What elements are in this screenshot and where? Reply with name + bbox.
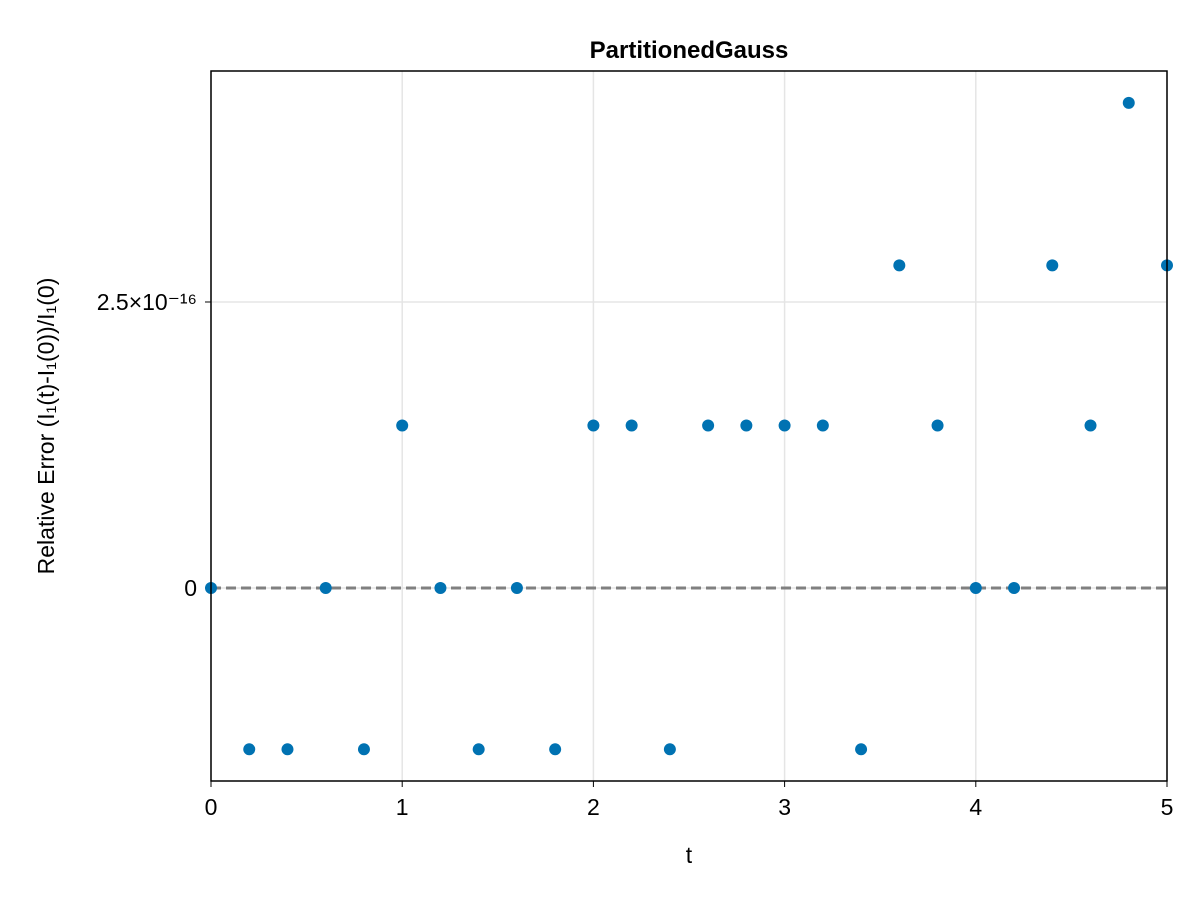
x-tick-label: 0 (205, 794, 218, 820)
x-tick-label: 2 (587, 794, 600, 820)
y-axis-label: Relative Error (I₁(t)-I₁(0))/I₁(0) (33, 278, 59, 575)
data-point (855, 743, 868, 756)
data-point (1122, 96, 1135, 109)
data-point (893, 259, 906, 272)
data-point (1084, 419, 1097, 432)
data-point (472, 743, 485, 756)
data-point (740, 419, 753, 432)
y-tick-label: 0 (184, 575, 197, 601)
x-tick-label: 1 (396, 794, 409, 820)
data-point (663, 743, 676, 756)
chart-title: PartitionedGauss (590, 37, 789, 64)
data-point (434, 581, 447, 594)
data-point (587, 419, 600, 432)
data-point (931, 419, 944, 432)
data-point (510, 581, 523, 594)
data-point (357, 743, 370, 756)
data-point (549, 743, 562, 756)
x-tick-label: 4 (969, 794, 982, 820)
data-point (1046, 259, 1059, 272)
plot-frame (210, 70, 1168, 782)
data-point (281, 743, 294, 756)
data-point (625, 419, 638, 432)
data-point (816, 419, 829, 432)
x-tick-label: 3 (778, 794, 791, 820)
data-point (702, 419, 715, 432)
data-point (243, 743, 256, 756)
x-axis-label: t (686, 842, 693, 868)
x-tick-label: 5 (1161, 794, 1174, 820)
y-tick-label: 2.5×10⁻¹⁶ (97, 289, 197, 315)
data-point (778, 419, 791, 432)
data-point (1008, 581, 1021, 594)
data-point (319, 581, 332, 594)
data-point (396, 419, 409, 432)
data-point (969, 581, 982, 594)
